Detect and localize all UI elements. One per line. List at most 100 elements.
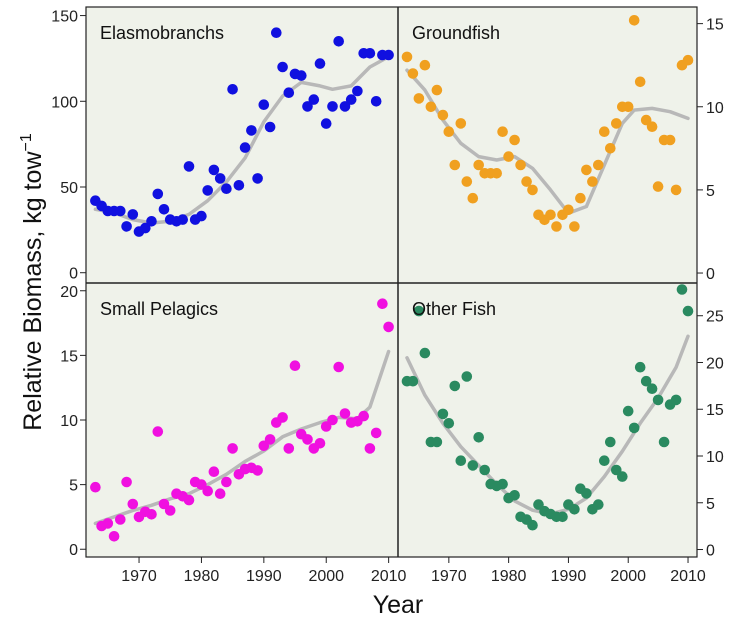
data-point — [196, 210, 207, 222]
y-tick-label: 0 — [69, 542, 78, 559]
data-point — [431, 84, 443, 96]
data-point — [634, 361, 646, 373]
data-point — [146, 216, 157, 227]
x-tick-label: 1980 — [491, 568, 527, 585]
y-axis-title-text: Relative Biomass, kg tow — [19, 151, 47, 431]
data-point — [557, 511, 568, 523]
data-point — [233, 180, 245, 191]
y-tick-label: 5 — [706, 183, 715, 200]
data-point — [121, 476, 132, 488]
data-point — [497, 126, 508, 137]
data-point — [246, 125, 257, 136]
panel-background — [398, 7, 697, 283]
data-point — [515, 159, 526, 171]
data-point — [628, 14, 640, 26]
data-point — [352, 85, 363, 97]
data-point — [327, 101, 338, 112]
panel-background — [86, 283, 398, 557]
y-axis-title: Relative Biomass, kg tow−1 — [18, 133, 47, 431]
data-point — [289, 360, 301, 372]
data-point — [227, 443, 238, 454]
data-point — [581, 488, 592, 499]
data-point — [370, 96, 382, 107]
data-point — [497, 478, 508, 490]
data-point — [127, 209, 139, 220]
data-point — [407, 375, 419, 387]
data-point — [383, 321, 394, 333]
data-point — [383, 49, 394, 61]
frame-outline — [85, 6, 698, 558]
data-point — [521, 176, 532, 187]
data-point — [364, 443, 376, 454]
data-point — [407, 68, 419, 79]
y-tick-label: 0 — [706, 266, 715, 283]
data-point — [617, 471, 628, 482]
data-point — [509, 490, 520, 501]
panel-3: Small Pelagics 0 5 10 15 20 1970 1980 1990 2000 20… — [60, 283, 407, 585]
data-point — [652, 394, 664, 406]
data-point — [413, 93, 425, 104]
data-point — [467, 460, 479, 471]
y-tick-label: 10 — [706, 100, 724, 117]
data-point — [605, 143, 616, 154]
data-point — [449, 159, 461, 171]
data-point — [605, 436, 616, 448]
data-point — [183, 494, 195, 506]
data-point — [563, 204, 574, 216]
data-point — [634, 76, 646, 88]
panel-frame — [85, 6, 698, 558]
y-tick-label: 0 — [69, 266, 78, 283]
data-point — [90, 481, 101, 493]
data-point — [239, 142, 251, 153]
data-point — [214, 173, 226, 184]
data-point — [443, 418, 455, 429]
data-point — [593, 159, 604, 171]
data-point — [277, 61, 288, 73]
data-point — [622, 101, 634, 113]
data-point — [581, 164, 592, 176]
data-point — [401, 51, 413, 63]
data-point — [208, 164, 220, 176]
y-tick-label: 15 — [706, 402, 724, 419]
data-point — [575, 192, 586, 204]
data-point — [339, 408, 351, 419]
data-point — [551, 221, 562, 232]
data-point — [264, 121, 276, 133]
data-point — [437, 109, 449, 121]
data-point — [611, 118, 622, 129]
data-point — [302, 434, 313, 445]
x-tick-label: 1990 — [551, 568, 587, 585]
y-tick-label: 10 — [706, 449, 724, 466]
data-point — [658, 436, 670, 448]
panel-title: Groundfish — [412, 23, 500, 43]
data-point — [183, 161, 195, 172]
trend-line — [93, 54, 391, 225]
x-tick-label: 2000 — [308, 568, 344, 585]
data-point — [473, 159, 485, 171]
data-point — [333, 36, 345, 47]
data-point — [214, 488, 226, 500]
x-tick-label: 1970 — [121, 568, 157, 585]
panel-title: Elasmobranchs — [100, 23, 224, 43]
data-point — [419, 347, 431, 359]
data-point — [121, 221, 132, 232]
data-point — [164, 505, 176, 516]
data-point — [202, 185, 213, 196]
data-point — [455, 455, 467, 467]
data-point — [599, 126, 610, 137]
data-point — [437, 408, 449, 420]
y-tick-label: 15 — [60, 348, 78, 365]
data-point — [593, 499, 604, 510]
y-tick-label: 10 — [60, 413, 78, 430]
y-tick-label: 50 — [60, 180, 78, 197]
data-point — [339, 101, 351, 112]
data-point — [152, 426, 164, 437]
data-point — [646, 121, 658, 132]
data-point — [479, 464, 491, 476]
data-point — [370, 427, 382, 439]
data-point — [283, 87, 295, 98]
data-point — [640, 375, 652, 387]
x-tick-label: 2010 — [670, 568, 706, 585]
